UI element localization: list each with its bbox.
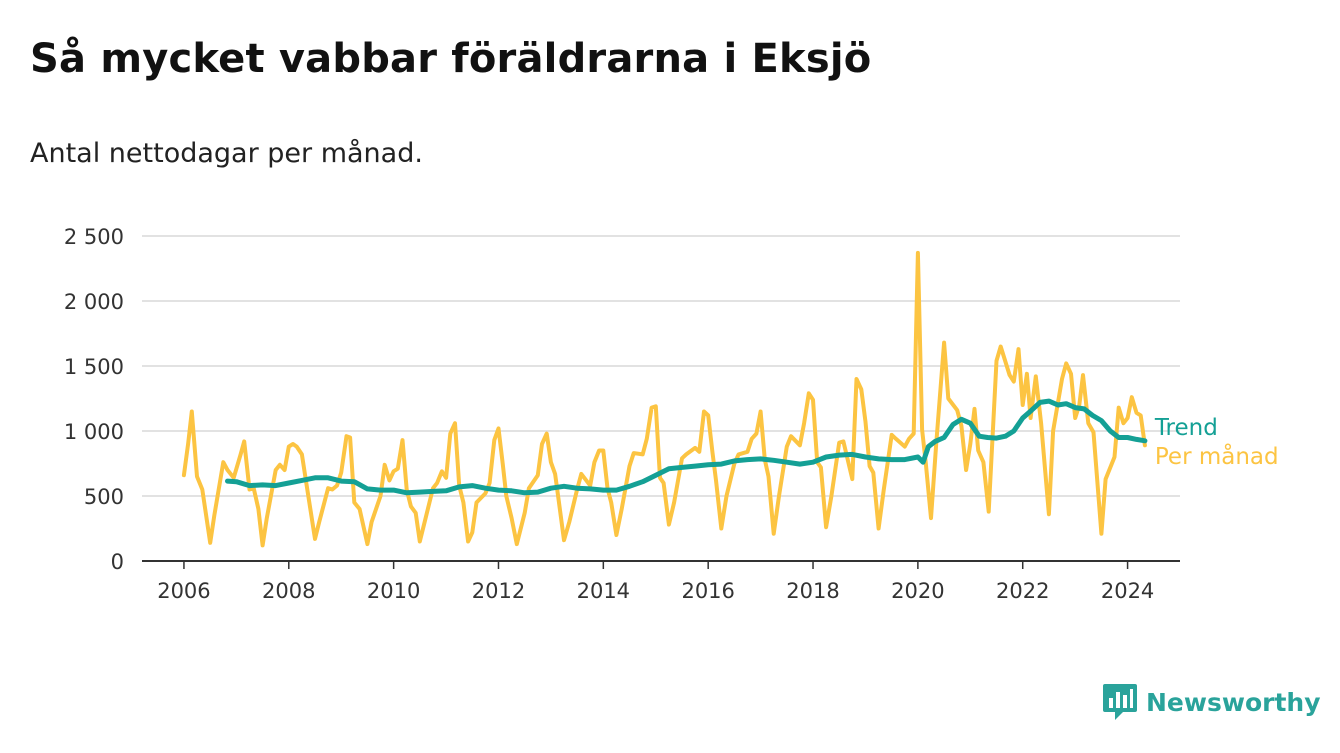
chart-subtitle: Antal nettodagar per månad. bbox=[30, 138, 423, 169]
series-lines bbox=[181, 250, 1148, 548]
y-tick-label: 2 500 bbox=[64, 225, 124, 249]
series-line-trend bbox=[225, 398, 1148, 496]
x-tick-label: 2018 bbox=[786, 579, 839, 603]
x-tick-label: 2020 bbox=[891, 579, 944, 603]
y-tick-label: 500 bbox=[84, 485, 124, 509]
x-tick-label: 2010 bbox=[367, 579, 420, 603]
legend-label-per-manad: Per månad bbox=[1155, 442, 1279, 470]
newsworthy-logo: Newsworthy bbox=[1102, 682, 1321, 722]
x-tick-label: 2012 bbox=[472, 579, 525, 603]
x-tick-label: 2006 bbox=[157, 579, 210, 603]
newsworthy-logo-icon bbox=[1103, 684, 1137, 720]
x-tick-label: 2022 bbox=[996, 579, 1049, 603]
y-grid bbox=[142, 235, 1180, 497]
x-tick-label: 2008 bbox=[262, 579, 315, 603]
brand-name: Newsworthy bbox=[1146, 687, 1321, 717]
series-line-per-m-nad bbox=[181, 250, 1147, 548]
chart-title: Så mycket vabbar föräldrarna i Eksjö bbox=[30, 36, 872, 82]
legend-label-trend: Trend bbox=[1154, 415, 1218, 441]
x-tick-label: 2024 bbox=[1101, 579, 1154, 603]
line-chart: 0 500 1 000 1 500 2 000 2 500 2006 2008 2010 201… bbox=[64, 225, 1279, 603]
y-tick-label: 0 bbox=[111, 550, 124, 574]
y-tick-label: 2 000 bbox=[64, 290, 124, 314]
y-tick-labels: 0 500 1 000 1 500 2 000 2 500 bbox=[64, 225, 124, 574]
x-tick-labels: 2006 2008 2010 2012 2014 2016 2018 2020 2022 2024 bbox=[157, 579, 1154, 603]
x-tick-label: 2016 bbox=[681, 579, 734, 603]
x-axis bbox=[142, 560, 1180, 569]
x-tick-label: 2014 bbox=[577, 579, 630, 603]
y-tick-label: 1 500 bbox=[64, 355, 124, 379]
y-tick-label: 1 000 bbox=[64, 420, 124, 444]
